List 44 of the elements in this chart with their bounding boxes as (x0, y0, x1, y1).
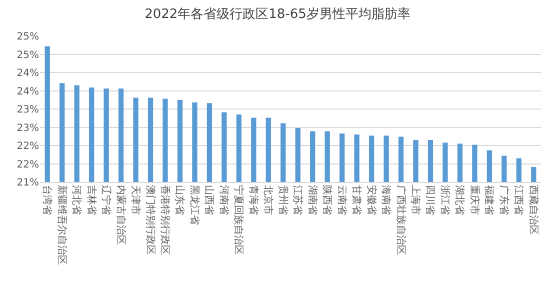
x-tick-label: 福建省 (483, 185, 496, 215)
y-tick-label: 22% (16, 141, 39, 152)
x-tick-label: 甘肃省 (350, 185, 363, 215)
x-tick-label: 四川省 (424, 185, 436, 215)
x-tick-label: 香港特别行政区 (159, 185, 171, 255)
x-tick-label: 辽宁省 (100, 185, 112, 215)
x-tick-label: 江西省 (512, 185, 525, 215)
x-tick-label: 江苏省 (292, 185, 304, 215)
x-tick-label: 山西省 (203, 185, 216, 215)
x-tick-label: 湖南省 (306, 185, 318, 215)
y-tick-label: 21% (16, 178, 39, 188)
x-tick-label: 河北省 (70, 185, 83, 215)
x-tick-label: 黑龙江省 (188, 185, 200, 225)
x-tick-label: 宁夏回族自治区 (232, 185, 245, 255)
y-tick-label: 24% (16, 86, 39, 98)
x-tick-label: 河南省 (218, 185, 230, 215)
x-tick-label: 澳门特别行政区 (144, 185, 156, 255)
x-tick-label: 云南省 (336, 185, 348, 215)
x-tick-label: 浙江省 (438, 185, 451, 215)
y-tick-label: 23% (16, 122, 39, 134)
x-tick-label: 贵州省 (276, 185, 289, 215)
chart-title: 2022年各省级行政区18-65岁男性平均脂肪率 (144, 6, 410, 22)
x-tick-label: 吉林省 (85, 185, 98, 215)
y-tick-label: 22% (16, 159, 39, 170)
x-tick-label: 湖北省 (454, 185, 466, 215)
y-tick-label: 25% (16, 50, 39, 61)
x-tick-label: 安徽省 (365, 185, 378, 215)
x-tick-label: 上海市 (410, 185, 422, 215)
x-tick-label: 山东省 (174, 185, 186, 215)
x-tick-label: 海南省 (380, 185, 392, 215)
y-tick-label: 23% (16, 104, 39, 116)
x-tick-label: 内蒙古自治区 (114, 185, 127, 245)
x-tick-label: 重庆市 (468, 185, 480, 215)
x-tick-label: 新疆维吾尔自治区 (56, 185, 68, 265)
x-tick-label: 西藏自治区 (527, 185, 540, 235)
x-tick-label: 广西壮族自治区 (394, 185, 407, 255)
x-tick-label: 天津市 (130, 185, 142, 215)
x-tick-label: 广东省 (498, 185, 510, 215)
y-tick-label: 25% (16, 32, 39, 42)
x-tick-label: 青海省 (247, 185, 260, 215)
y-tick-label: 24% (16, 68, 39, 79)
x-tick-label: 台湾省 (41, 185, 54, 215)
x-tick-label: 陕西省 (321, 185, 334, 215)
x-tick-label: 北京市 (262, 185, 274, 215)
